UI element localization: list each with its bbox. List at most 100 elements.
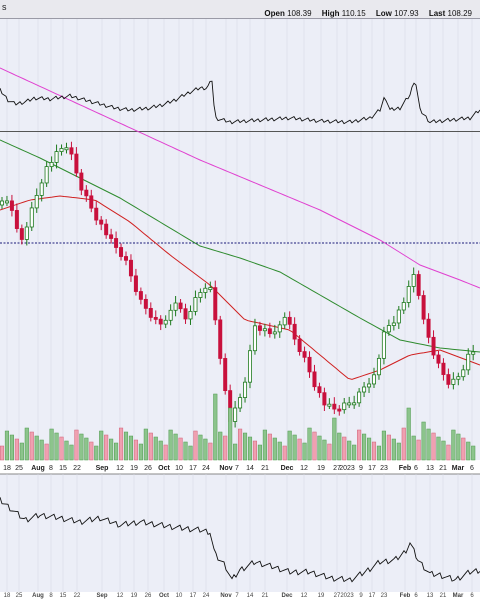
volume-bar <box>163 444 168 461</box>
volume-bar <box>262 429 267 461</box>
volume-bar <box>282 445 287 461</box>
volume-bar <box>89 441 94 461</box>
volume-bar <box>426 428 431 461</box>
x-tick-label-bottom: 22 <box>74 593 81 599</box>
volume-bar <box>138 443 143 461</box>
candle-up <box>203 287 208 293</box>
x-tick-label-bottom: 21 <box>440 593 447 599</box>
x-tick-label-bottom: 7 <box>235 593 239 599</box>
candle-up <box>44 166 49 184</box>
volume-bar <box>44 443 49 461</box>
volume-bar <box>19 442 24 461</box>
candle-up <box>451 378 456 385</box>
x-tick-label-bottom: 26 <box>145 593 152 599</box>
candle-up <box>262 328 267 332</box>
candle-up <box>39 182 44 196</box>
x-tick-label-bottom: Nov <box>220 593 232 599</box>
x-tick-label: Dec <box>281 465 294 472</box>
candle-down <box>312 371 317 388</box>
open-label: Open <box>264 9 285 18</box>
candle-down <box>436 354 441 364</box>
volume-bar <box>371 441 377 461</box>
candle-up <box>342 402 347 411</box>
volume-bar <box>14 438 19 461</box>
x-tick-label-bottom: Feb <box>400 593 411 599</box>
candle-down <box>119 247 124 257</box>
volume-bar <box>272 437 277 461</box>
volume-bar <box>391 438 396 461</box>
candle-down <box>153 316 158 320</box>
candle-down <box>89 195 94 209</box>
candle-down <box>267 328 272 335</box>
x-tick-label-bottom: 14 <box>247 593 254 599</box>
volume-bar <box>109 438 114 461</box>
volume-bar <box>223 435 228 461</box>
volume-bar <box>456 433 461 461</box>
volume-bar <box>257 444 262 461</box>
candle-down <box>426 318 431 338</box>
candle-down <box>223 358 228 392</box>
candle-up <box>347 402 352 406</box>
volume-bar <box>0 445 5 461</box>
candle-down <box>307 356 312 373</box>
candle-down <box>148 307 153 318</box>
volume-bar <box>441 440 446 461</box>
x-tick-label: 7 <box>235 465 239 472</box>
x-tick-label: 12 <box>116 465 124 472</box>
volume-bar <box>238 428 243 461</box>
candle-up <box>49 161 54 168</box>
volume-bar <box>436 436 441 461</box>
ma-short-line <box>0 195 480 380</box>
candle-up <box>386 325 391 333</box>
x-tick-label: 17 <box>189 465 197 472</box>
volume-bar <box>396 442 401 461</box>
candle-down <box>104 223 109 236</box>
volume-bar <box>446 444 451 461</box>
x-tick-label: 9 <box>359 465 363 472</box>
volume-bar <box>74 429 79 461</box>
volume-bar <box>297 438 302 461</box>
chart-header: s Open 108.39 High 110.15 Low 107.93 Las… <box>0 0 480 19</box>
volume-bar <box>143 428 148 461</box>
candle-up <box>233 407 238 422</box>
volume-bar <box>99 430 104 461</box>
x-tick-label: 6 <box>414 465 418 472</box>
volume-bar <box>158 440 163 461</box>
volume-bar <box>451 429 456 461</box>
volume-bar <box>178 437 183 461</box>
x-tick-label: 13 <box>426 465 434 472</box>
candle-down <box>416 274 421 296</box>
candle-down <box>302 351 307 358</box>
candle-down <box>178 302 183 310</box>
candle-up <box>163 319 168 325</box>
volume-bar <box>431 432 436 461</box>
x-tick-label-bottom: 25 <box>16 593 23 599</box>
candle-down <box>128 259 133 277</box>
candle-up <box>406 286 411 303</box>
volume-bar <box>198 434 203 461</box>
bottom-axis-band <box>0 592 480 599</box>
candles <box>0 141 476 428</box>
candle-down <box>287 316 292 325</box>
volume-bar <box>381 430 386 461</box>
x-tick-label: 17 <box>368 465 376 472</box>
volume-bar <box>153 436 158 461</box>
x-tick-label-bottom: 21 <box>262 593 269 599</box>
volume-bar <box>466 441 471 461</box>
volume-bars <box>0 393 476 461</box>
candle-down <box>84 189 89 197</box>
x-tick-label: 21 <box>439 465 447 472</box>
volume-bar <box>173 433 178 461</box>
candle-down <box>257 325 262 331</box>
x-tick-label: Oct <box>158 465 170 472</box>
high-label: High <box>321 9 340 18</box>
volume-bar <box>148 432 153 461</box>
candle-up <box>238 397 243 409</box>
x-tick-label: Nov <box>219 465 232 472</box>
lower-indicator-line <box>0 497 480 583</box>
candle-down <box>183 308 188 320</box>
candle-up <box>188 311 193 320</box>
volume-bar <box>208 442 213 461</box>
volume-bar <box>39 439 44 461</box>
volume-bar <box>4 430 10 461</box>
